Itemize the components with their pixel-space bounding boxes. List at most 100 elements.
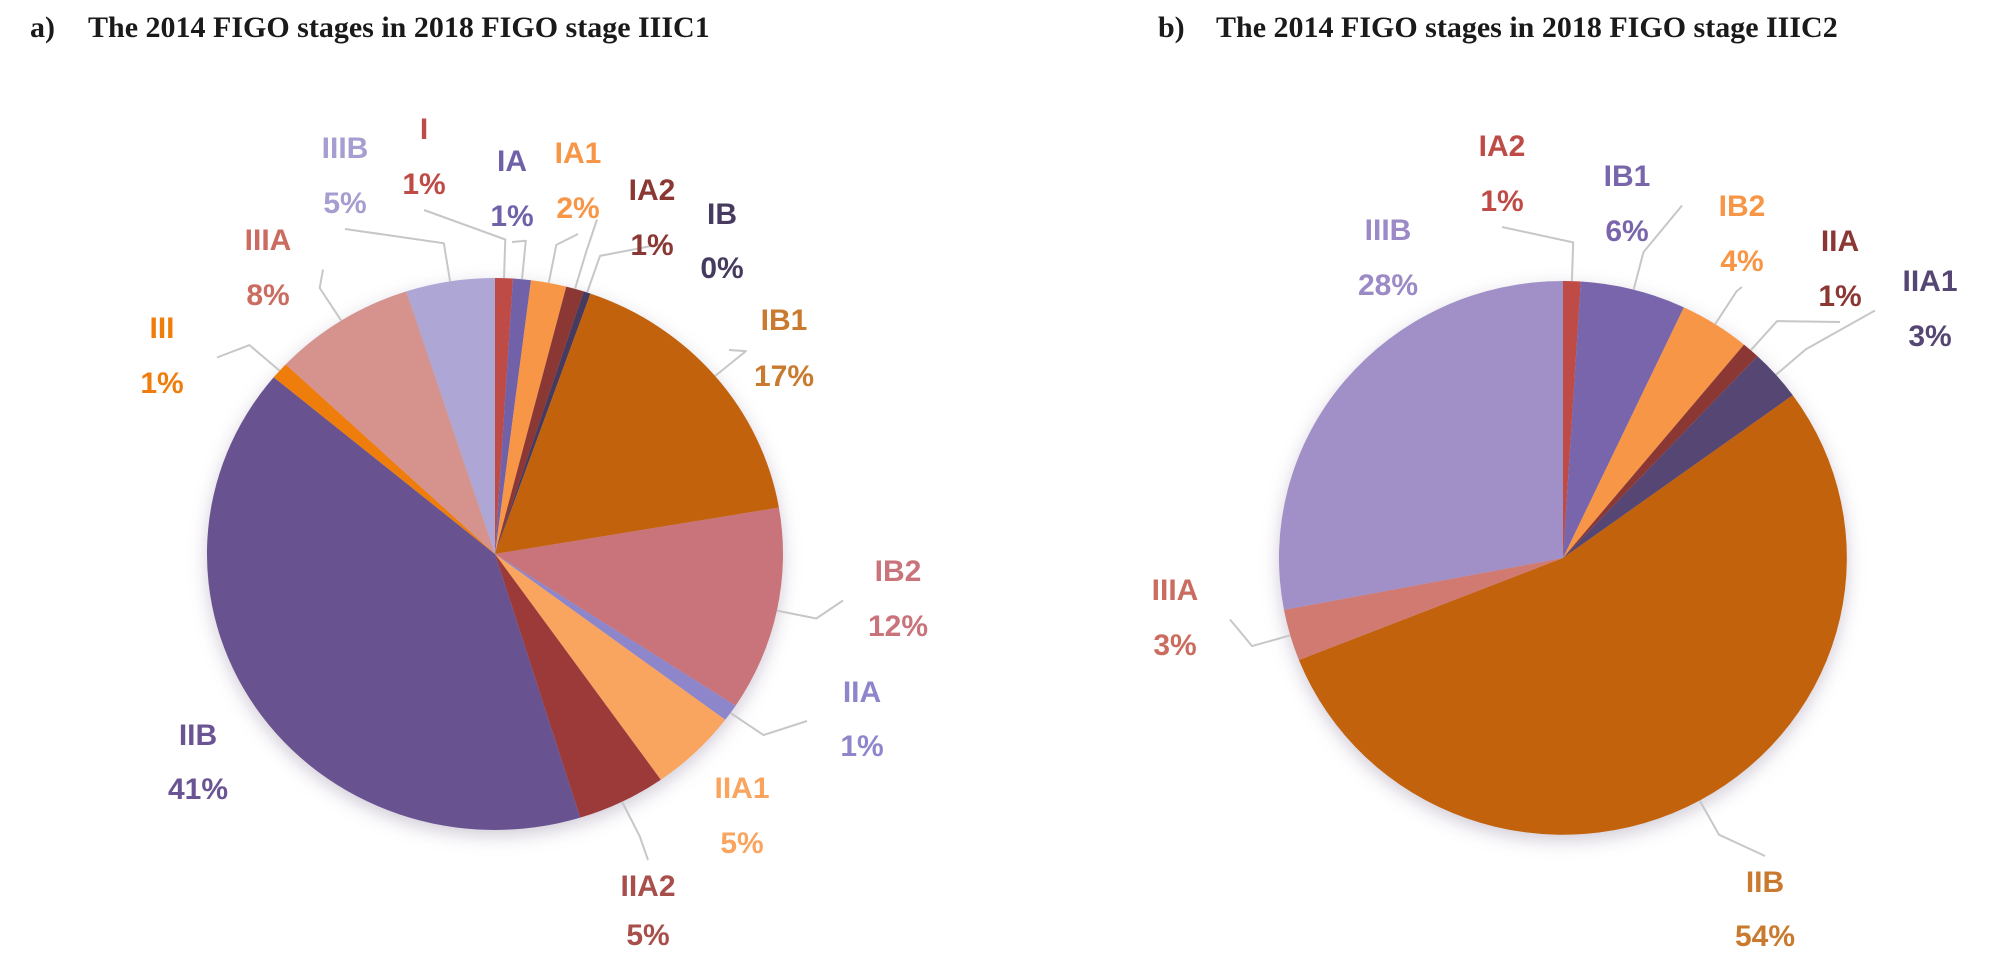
slice-label-IA2: IA2	[629, 174, 676, 207]
slice-label-IB: IB	[707, 198, 737, 231]
leader-line-IB1	[1632, 204, 1683, 290]
leader-line-IIB	[1698, 800, 1766, 857]
pie-slice-III	[273, 364, 495, 554]
slice-value-IB2: 12%	[868, 610, 928, 643]
slice-label-IB2: IB2	[875, 555, 922, 588]
slice-value-IIB: 54%	[1735, 920, 1795, 953]
pie-slice-IIIB	[1278, 281, 1563, 610]
leader-line-I	[423, 209, 507, 279]
leader-line-IIA1	[1775, 309, 1876, 376]
slice-label-IIIB: IIIB	[1365, 214, 1412, 247]
slice-label-IIB: IIB	[1746, 866, 1784, 899]
slice-label-III: III	[149, 312, 174, 345]
pie-slice-IB	[495, 291, 591, 554]
leader-lines	[216, 209, 844, 861]
leader-line-IB2	[1714, 286, 1743, 325]
pie-slice-IIA1	[1563, 356, 1793, 558]
pie-slices	[206, 277, 784, 830]
slice-labels: IA2 1% IB1 6% IB2 4% IIA 1% IIA1 3% IIB 54% IIIA 3% II…	[1152, 130, 1958, 953]
slice-value-IIA2: 5%	[626, 919, 669, 952]
slice-value-IB1: 6%	[1605, 215, 1648, 248]
leader-line-IIIA	[1229, 618, 1291, 648]
leader-line-IA1	[547, 233, 579, 283]
pie-slice-IB1	[495, 293, 779, 554]
slice-label-IIB: IIB	[179, 719, 217, 752]
pie-slice-IIB	[1298, 395, 1847, 835]
pie-chart-iiic2: IA2 1% IB1 6% IB2 4% IIA 1% IIA1 3% IIB 54% IIIA 3% II…	[1152, 130, 1958, 953]
pie-chart-iiic1: I 1% IA 1% IA1 2% IA2 1% IB 0% IB1 17% IB2 12% IIA 1% II…	[140, 113, 928, 952]
slice-label-IIA1: IIA1	[1902, 265, 1957, 298]
leader-line-IIIA	[318, 269, 343, 322]
pie-slice-IIB	[206, 377, 581, 830]
panel-b-title-row: b) The 2014 FIGO stages in 2018 FIGO stag…	[1158, 8, 1838, 48]
slice-label-IA2: IA2	[1479, 130, 1526, 163]
pie-slice-I	[495, 277, 513, 554]
pie-slice-IA	[495, 278, 531, 554]
slice-label-IIIA: IIIA	[245, 224, 292, 257]
slice-label-IB2: IB2	[1719, 190, 1766, 223]
panel-a-title: The 2014 FIGO stages in 2018 FIGO stage …	[88, 11, 710, 44]
slice-label-IIA: IIA	[1821, 225, 1859, 258]
leader-line-IA2	[1501, 226, 1575, 282]
leader-line-IB2	[776, 599, 844, 620]
slice-labels: I 1% IA 1% IA1 2% IA2 1% IB 0% IB1 17% IB2 12% IIA 1% II…	[140, 113, 928, 952]
slice-label-IIIA: IIIA	[1152, 574, 1199, 607]
leader-line-IA2	[574, 219, 598, 290]
slice-label-IIA: IIA	[843, 676, 881, 709]
pie-slice-IA2	[1563, 280, 1581, 558]
slice-value-IIIB: 5%	[323, 187, 366, 220]
slice-label-IA1: IA1	[555, 137, 602, 170]
pie-slice-IIA	[495, 554, 736, 720]
slice-label-IB1: IB1	[761, 304, 808, 337]
slice-value-IB2: 4%	[1720, 245, 1763, 278]
slice-label-IIIB: IIIB	[322, 132, 369, 165]
panel-b-title: The 2014 FIGO stages in 2018 FIGO stage …	[1216, 11, 1838, 44]
slice-value-IIIA: 3%	[1153, 629, 1196, 662]
leader-line-IIA	[1750, 320, 1841, 351]
slice-value-IIIA: 8%	[246, 279, 289, 312]
leader-line-III	[216, 344, 281, 372]
slice-label-IIA2: IIA2	[620, 870, 675, 903]
slice-value-IIB: 41%	[168, 773, 228, 806]
slice-value-IA: 1%	[490, 200, 533, 233]
slice-value-IIA: 1%	[1818, 280, 1861, 313]
panel-a-title-row: a) The 2014 FIGO stages in 2018 FIGO stag…	[30, 8, 710, 48]
slice-label-IIA1: IIA1	[714, 772, 769, 805]
pie-slice-IB1	[1563, 281, 1684, 558]
slice-value-IIIB: 28%	[1358, 269, 1418, 302]
pie-slice-IB2	[1563, 307, 1744, 558]
slice-value-IA2: 1%	[1480, 185, 1523, 218]
pie-slice-IA2	[495, 286, 584, 554]
leader-line-IB1	[714, 349, 747, 377]
pie-slice-IIIB	[406, 278, 495, 554]
leader-lines	[1229, 204, 1876, 857]
panel-a-prefix: a)	[30, 11, 55, 44]
slice-value-IB: 0%	[700, 252, 743, 285]
pie-slice-IA1	[495, 280, 567, 554]
slice-value-IB1: 17%	[754, 360, 814, 393]
pie-slice-IIA	[1563, 344, 1758, 558]
pie-slice-IIA2	[495, 554, 661, 818]
slice-value-IIA: 1%	[840, 730, 883, 763]
slice-label-IB1: IB1	[1604, 160, 1651, 193]
leader-line-IIA2	[621, 801, 649, 861]
slice-value-I: 1%	[402, 168, 445, 201]
pie-slice-IIIA	[285, 291, 495, 554]
slice-label-IA: IA	[497, 145, 527, 178]
slice-label-I: I	[420, 113, 428, 146]
slice-value-IA2: 1%	[630, 229, 673, 262]
slice-value-III: 1%	[140, 367, 183, 400]
pie-slice-IIIA	[1284, 558, 1563, 660]
slice-value-IA1: 2%	[556, 192, 599, 225]
panel-b-prefix: b)	[1158, 11, 1185, 44]
pie-slices	[1278, 280, 1847, 835]
pie-slice-IB2	[495, 507, 784, 706]
leader-line-IIIB	[344, 228, 452, 282]
leader-line-IIA	[729, 712, 808, 737]
leader-line-IA	[511, 239, 527, 280]
slice-value-IIA1: 3%	[1908, 320, 1951, 353]
leader-line-IB	[586, 242, 668, 293]
slice-value-IIA1: 5%	[720, 827, 763, 860]
pie-slice-IIA1	[495, 554, 726, 780]
